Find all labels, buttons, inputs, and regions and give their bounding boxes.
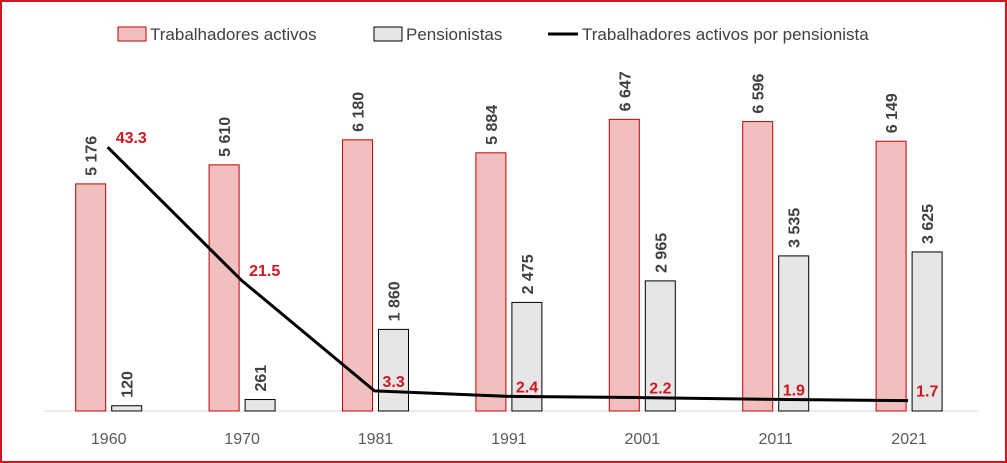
bar-workers-1981 [342,139,373,412]
label-pensioners-2011: 3 535 [787,208,804,248]
legend-swatch-pensioners [373,26,403,42]
label-workers-1970: 5 610 [217,117,234,157]
x-tick-1981: 1981 [358,431,394,448]
label-workers-2011: 6 596 [751,73,768,113]
legend-label-ratio: Trabalhadores activos por pensionista [582,25,869,44]
label-pensioners-2021: 3 625 [920,204,937,244]
bar-pensioners-1981 [378,328,409,412]
bar-pensioners-2021 [911,251,943,412]
bar-workers-2021 [875,140,907,412]
bar-workers-1960 [75,183,107,412]
label-pensioners-1960: 120 [120,371,137,398]
label-ratio-1960: 43.3 [116,130,147,147]
bar-workers-1970 [208,164,240,412]
label-pensioners-1970: 261 [253,365,270,392]
bar-pensioners-1970 [244,399,276,412]
bar-pensioners-1960 [111,405,143,412]
bar-pensioners-2011 [778,255,810,412]
x-tick-2011: 2011 [758,431,793,448]
x-tick-2001: 2001 [625,431,661,448]
label-workers-2001: 6 647 [617,71,634,111]
label-workers-1991: 5 884 [484,105,501,145]
x-tick-2021: 2021 [891,431,927,448]
legend-label-pensioners: Pensionistas [406,25,502,44]
label-workers-2021: 6 149 [884,93,901,133]
x-tick-1991: 1991 [491,431,527,448]
label-ratio-1991: 2.4 [516,379,538,396]
bar-pensioners-2001 [644,280,676,412]
bar-pensioners-1991 [511,301,543,412]
label-ratio-1970: 21.5 [249,263,280,280]
label-ratio-1981: 3.3 [383,374,405,391]
label-workers-1981: 6 180 [351,92,368,132]
bar-workers-2011 [742,121,774,412]
legend-label-workers: Trabalhadores activos [150,25,317,44]
label-ratio-2011: 1.9 [783,382,805,399]
label-pensioners-1981: 1 860 [387,281,404,321]
label-pensioners-1991: 2 475 [520,254,537,294]
label-pensioners-2001: 2 965 [653,233,670,273]
label-ratio-2021: 1.7 [916,384,938,401]
bar-workers-1991 [475,152,507,412]
label-workers-1960: 5 176 [84,136,101,176]
x-tick-1970: 1970 [224,431,260,448]
x-tick-1960: 1960 [91,431,127,448]
label-ratio-2001: 2.2 [649,381,671,398]
legend-swatch-workers [117,26,147,42]
bar-workers-2001 [608,118,640,412]
